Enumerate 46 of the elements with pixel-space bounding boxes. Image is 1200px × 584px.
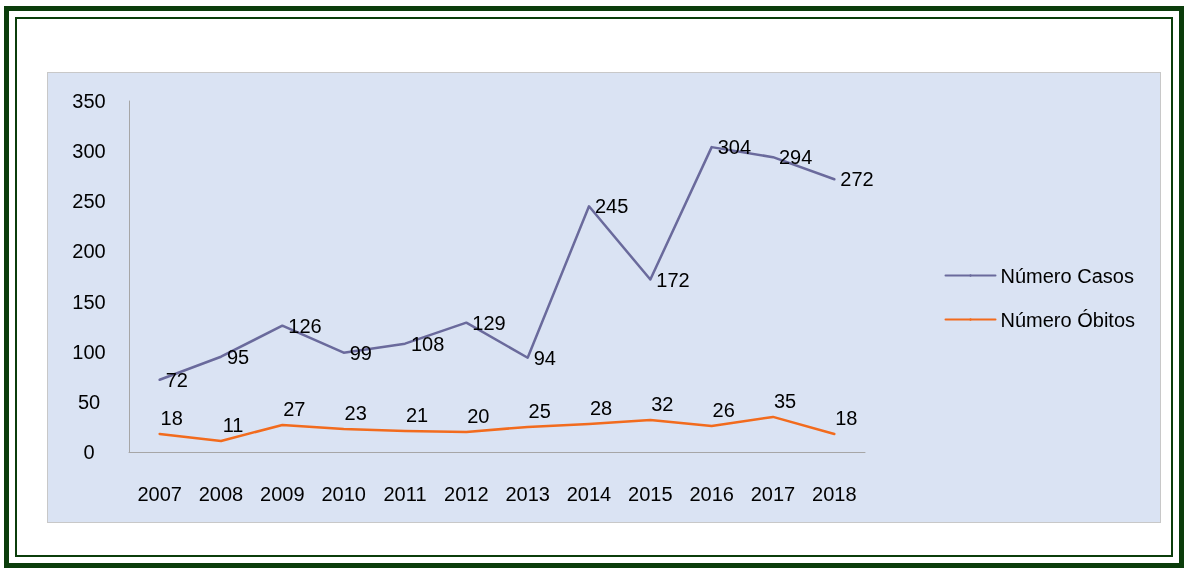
legend-label: Número Casos [1000, 264, 1134, 287]
y-tick-label: 200 [72, 240, 106, 263]
data-label: 26 [712, 398, 735, 421]
y-tick-label: 50 [77, 390, 101, 413]
data-label: 94 [533, 346, 556, 369]
y-tick-label: 250 [72, 190, 106, 213]
x-tick-label: 2014 [566, 483, 612, 505]
data-label: 126 [288, 314, 322, 337]
y-tick-label: 300 [72, 140, 106, 163]
x-tick-label: 2010 [321, 483, 366, 505]
y-tick-label: 0 [83, 441, 95, 463]
data-label: 20 [467, 404, 490, 427]
legend-label: Número Óbitos [1000, 308, 1136, 331]
x-tick-label: 2017 [750, 483, 796, 505]
data-label: 18 [835, 406, 858, 429]
data-label: 25 [528, 399, 551, 422]
y-tick-label: 100 [72, 340, 106, 363]
data-label: 28 [589, 396, 613, 419]
x-tick-label: 2012 [444, 483, 489, 505]
data-label: 32 [651, 392, 674, 415]
x-tick-label: 2018 [812, 483, 857, 505]
data-label: 294 [779, 146, 813, 169]
data-label: 172 [656, 268, 690, 291]
data-label: 304 [717, 136, 752, 159]
x-tick-label: 2008 [198, 483, 244, 505]
data-label: 99 [349, 341, 372, 364]
x-tick-label: 2016 [689, 483, 734, 505]
data-label: 35 [773, 389, 797, 412]
data-label: 23 [344, 401, 367, 424]
y-tick-label: 350 [72, 90, 106, 112]
data-label: 95 [227, 345, 250, 368]
data-label: 27 [283, 397, 306, 420]
data-label: 129 [472, 311, 506, 334]
y-tick-label: 150 [72, 290, 106, 313]
data-label: 11 [222, 413, 244, 436]
x-tick-label: 2015 [628, 483, 673, 505]
x-tick-label: 2007 [137, 483, 182, 505]
data-label: 21 [405, 403, 429, 426]
data-label: 245 [595, 195, 629, 218]
data-label: 272 [840, 168, 874, 191]
x-tick-label: 2011 [383, 483, 427, 505]
data-label: 108 [411, 332, 445, 355]
data-label: 72 [165, 368, 188, 391]
x-tick-label: 2013 [505, 483, 550, 505]
x-tick-label: 2009 [260, 483, 305, 505]
data-label: 18 [160, 406, 183, 429]
